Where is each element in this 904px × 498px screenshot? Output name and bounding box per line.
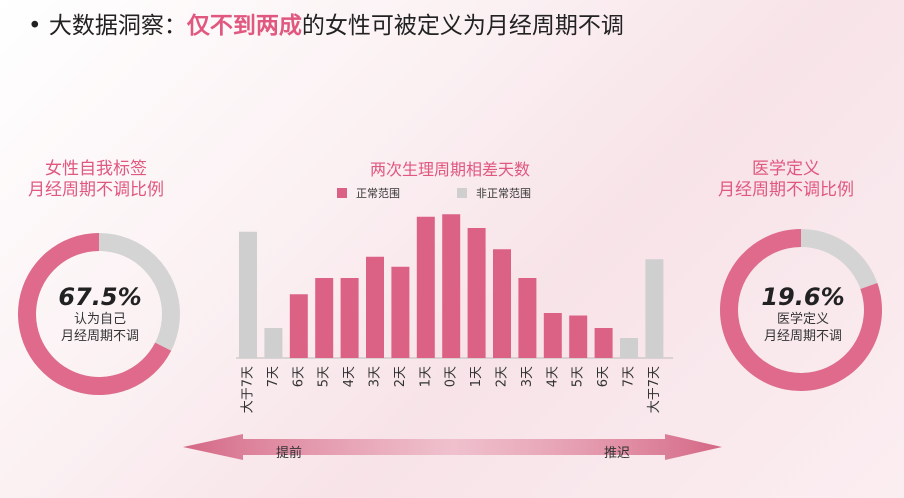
x-tick-label-10: 2天 [495, 366, 510, 387]
title-prefix: 大数据洞察： [48, 13, 187, 39]
title-bullet: • [28, 13, 42, 39]
chart-title: 两次生理周期相差天数 [369, 160, 530, 179]
bar-11 [518, 278, 537, 358]
bar-6 [391, 266, 410, 358]
legend-abnormal-swatch [457, 188, 467, 198]
x-tick-label-0: 大于7天 [241, 366, 256, 413]
title-highlight: 仅不到两成 [186, 13, 302, 39]
left-heading-line1: 女性自我标签 [45, 159, 147, 179]
direction-arrow [183, 434, 722, 460]
left-donut-sub2: 月经周期不调 [60, 329, 139, 344]
x-tick-label-5: 3天 [368, 366, 383, 387]
legend-normal-swatch [337, 188, 347, 198]
x-axis-labels: 大于7天 7天 6天 5天 4天 3天 2天 1天 0天 1天 2天 3天 4天 5天 6天 7天 大于7天 [241, 366, 662, 413]
right-heading-line2: 月经周期不调比例 [718, 180, 854, 200]
left-donut-percent: 67.5% [58, 283, 142, 311]
x-tick-label-13: 5天 [571, 366, 586, 387]
bar-0 [239, 231, 257, 358]
x-tick-label-15: 7天 [622, 366, 637, 387]
right-donut-chart [719, 228, 882, 391]
x-tick-label-7: 1天 [418, 366, 433, 387]
bar-7 [416, 216, 435, 358]
bar-16 [645, 259, 664, 358]
title-suffix: 的女性可被定义为月经周期不调 [301, 13, 624, 39]
bar-3 [315, 278, 334, 358]
x-tick-label-14: 6天 [596, 366, 611, 387]
bar-14 [594, 328, 613, 358]
left-panel-heading: 女性自我标签 月经周期不调比例 [6, 159, 186, 201]
legend-abnormal: 非正常范围 [457, 185, 531, 201]
bar-12 [543, 313, 562, 358]
right-heading-line1: 医学定义 [752, 159, 820, 179]
x-tick-label-4: 4天 [342, 366, 357, 387]
right-donut-percent: 19.6% [761, 283, 845, 311]
right-donut-sub1: 医学定义 [776, 312, 829, 327]
bar-series [239, 214, 664, 358]
left-donut-chart [18, 233, 180, 396]
x-tick-label-9: 1天 [469, 366, 484, 387]
legend-abnormal-label: 非正常范围 [476, 187, 531, 200]
left-donut-sub1: 认为自己 [73, 312, 126, 327]
arrow-left-label: 提前 [276, 446, 303, 461]
x-tick-label-16: 大于7天 [647, 366, 662, 413]
x-tick-label-2: 6天 [291, 366, 306, 387]
bar-8 [442, 214, 461, 358]
bar-1 [264, 328, 283, 358]
right-donut-sub2: 月经周期不调 [763, 329, 842, 344]
legend-normal-label: 正常范围 [356, 187, 400, 200]
x-tick-label-1: 7天 [266, 366, 281, 387]
x-tick-label-6: 2天 [393, 366, 408, 387]
right-panel-heading: 医学定义 月经周期不调比例 [696, 159, 876, 201]
right-donut-label: 19.6% 医学定义 月经周期不调 [738, 283, 868, 345]
x-tick-label-3: 5天 [317, 366, 332, 387]
x-tick-label-11: 3天 [520, 366, 535, 387]
left-heading-line2: 月经周期不调比例 [28, 180, 164, 200]
arrow-right-label: 推迟 [604, 446, 631, 461]
bar-10 [493, 249, 511, 358]
bar-4 [340, 278, 359, 358]
bar-15 [620, 338, 638, 358]
left-donut-label: 67.5% 认为自己 月经周期不调 [40, 283, 160, 345]
page-title: • 大数据洞察：仅不到两成的女性可被定义为月经周期不调 [28, 6, 624, 40]
x-tick-label-8: 0天 [444, 366, 459, 387]
bar-5 [366, 256, 384, 358]
bar-2 [289, 294, 308, 358]
x-tick-label-12: 4天 [545, 366, 560, 387]
bar-9 [467, 228, 486, 358]
legend-normal: 正常范围 [337, 185, 400, 201]
bar-13 [569, 315, 588, 358]
